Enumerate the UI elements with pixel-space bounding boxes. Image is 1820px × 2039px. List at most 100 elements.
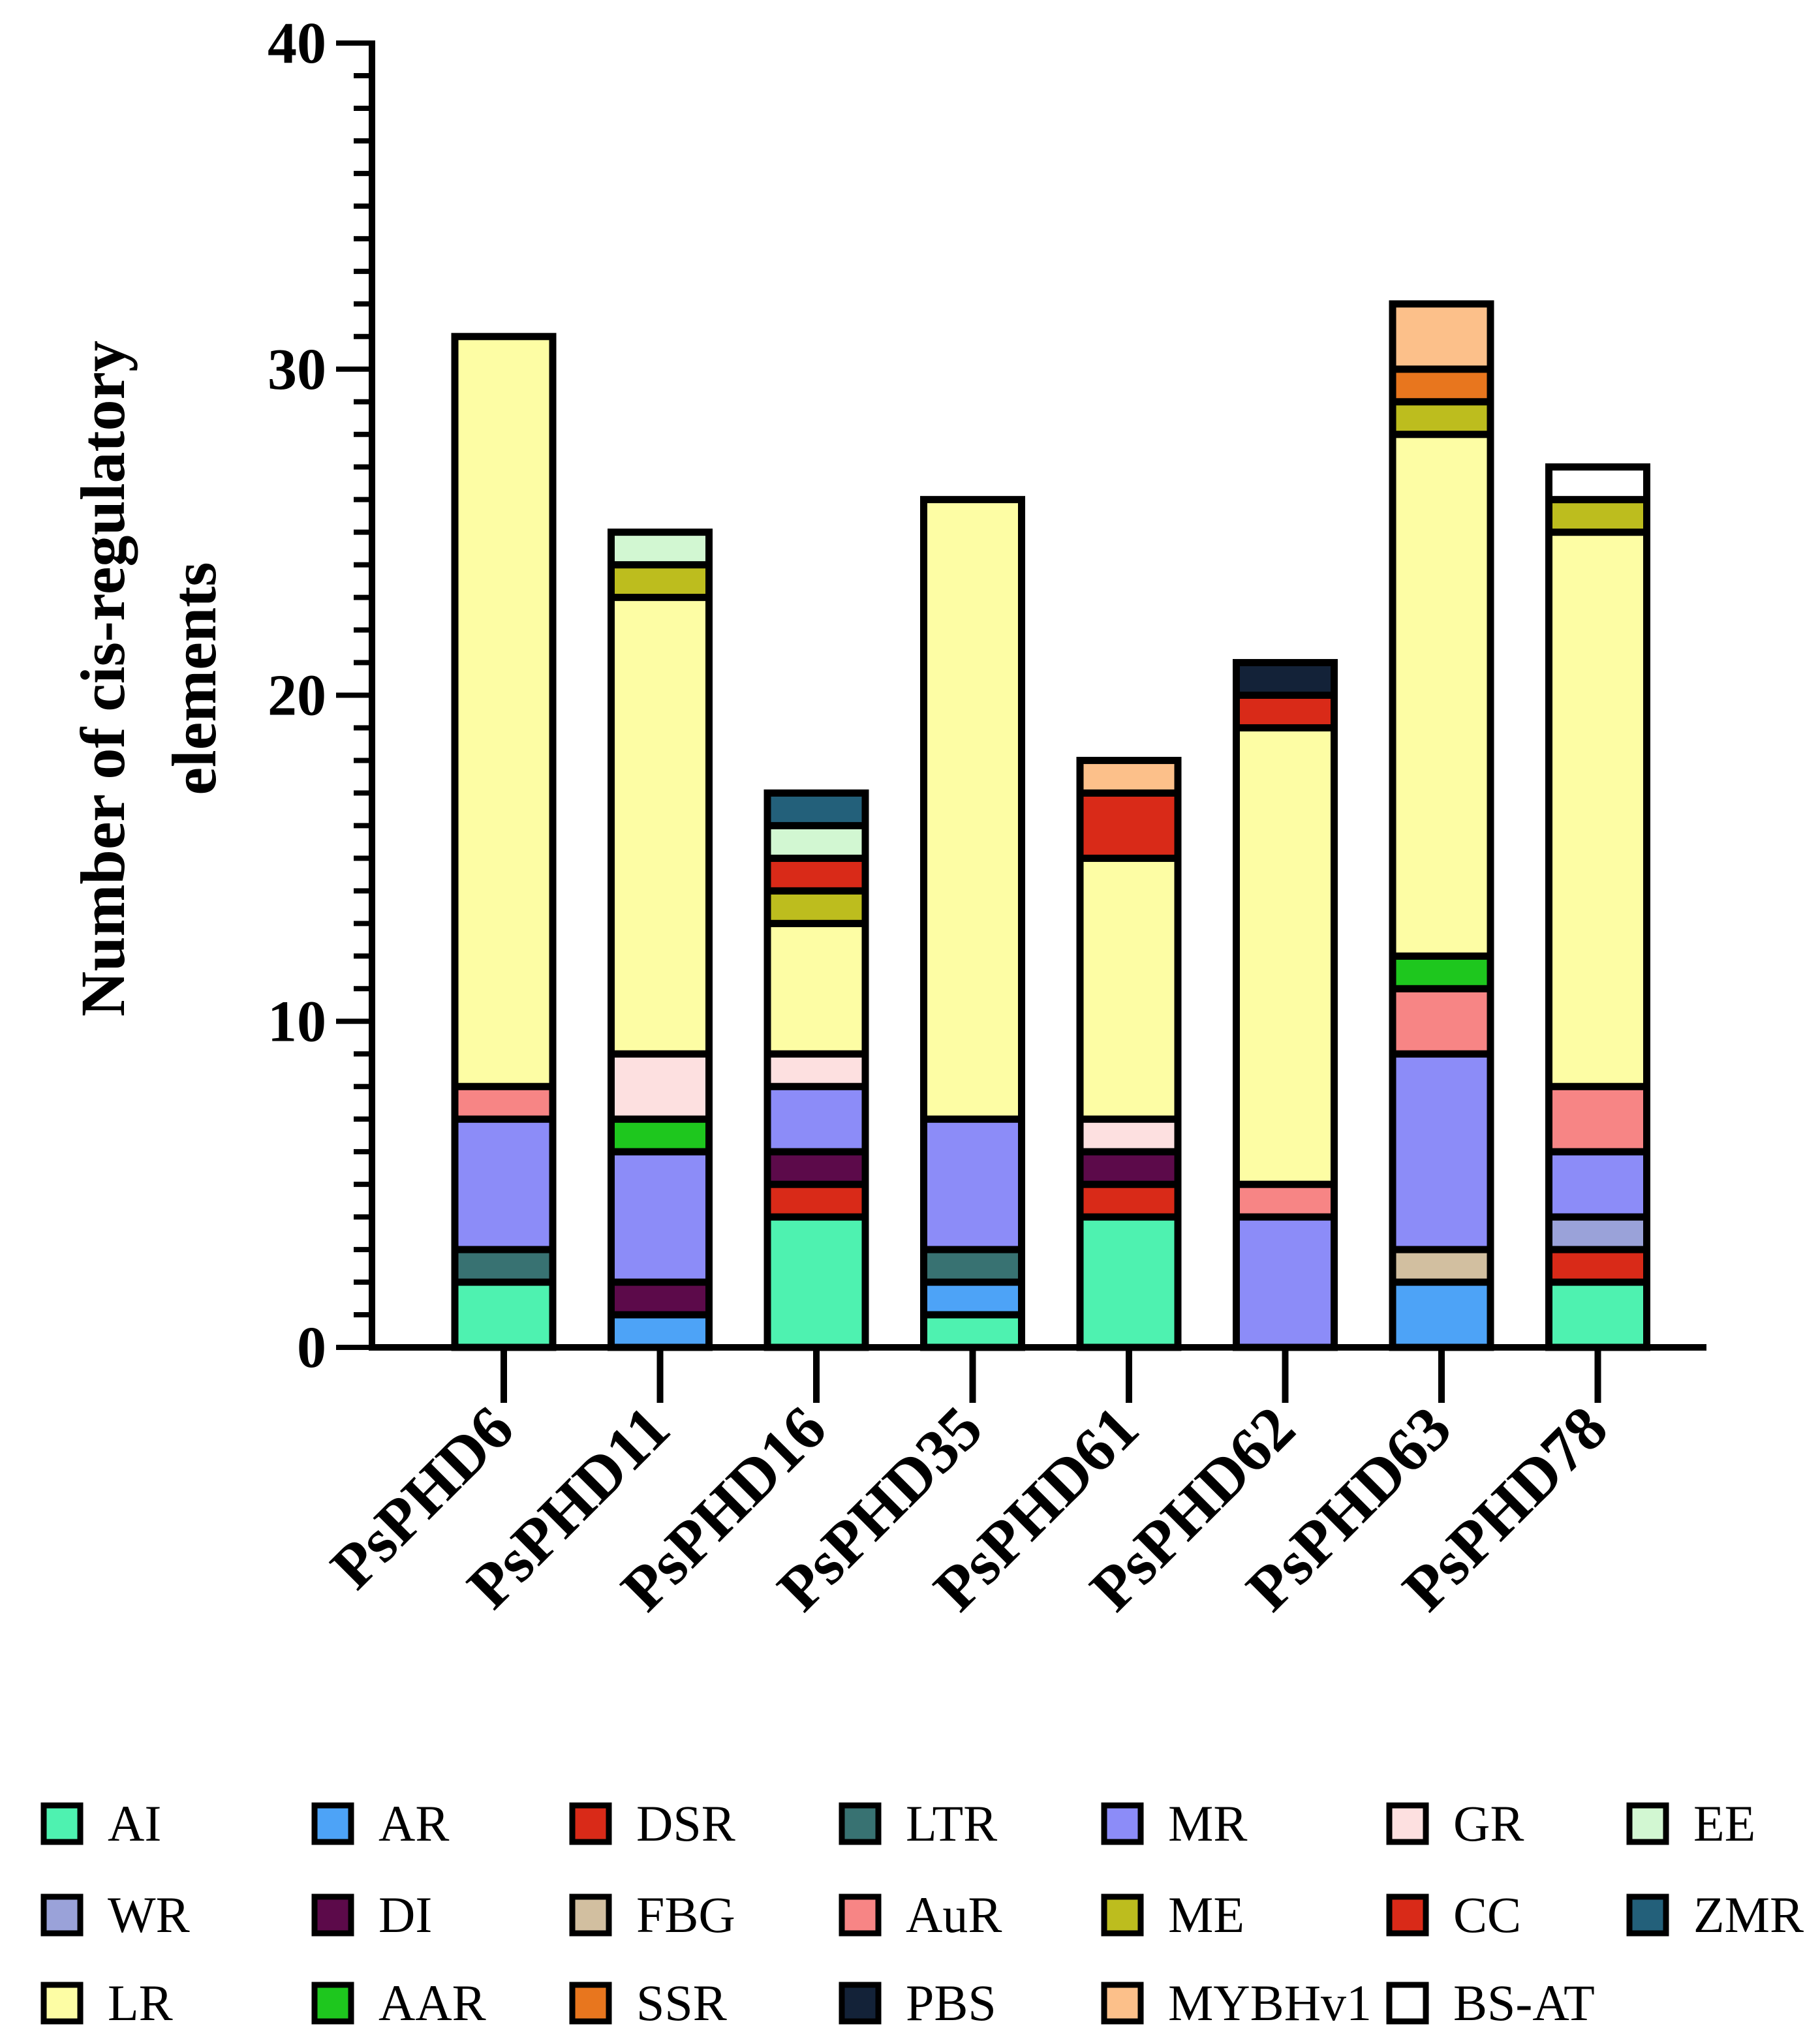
bar-segment-mr [763,1082,869,1156]
bar-segment-zmr [763,789,869,829]
bar-segment-lr [1076,854,1182,1123]
legend-swatch-di [311,1893,354,1937]
bar-segment-aur [451,1082,557,1123]
legend-label-ar: AR [378,1795,449,1852]
bar-segment-ar [920,1278,1025,1319]
bar-segment-cc2 [1233,692,1338,731]
bar-segment-lr [920,496,1025,1123]
legend-swatch-fbg [569,1893,612,1937]
legend-label-ltr: LTR [906,1795,997,1852]
y-tick-label: 20 [268,664,326,728]
bar-segment-ltr [920,1246,1025,1286]
bar-segment-me [1389,398,1494,438]
legend-swatch-ai [40,1802,84,1845]
bar-segment-mr [1545,1148,1650,1221]
legend-swatch-ssr [569,1982,612,2025]
legend-swatch-pbs [839,1982,882,2025]
y-tick-label: 40 [268,11,326,76]
legend-swatch-ee [1626,1802,1669,1845]
legend-label-ai: AI [108,1795,161,1852]
bar-segment-bs-at [1545,463,1650,504]
legend-swatch-bs-at [1386,1982,1429,2025]
bar-segment-lr [608,594,713,1058]
bar-segment-cc2 [763,854,869,895]
bar-segment-mr [1389,1050,1494,1253]
bar-segment-me [763,887,869,927]
legend-label-dsr: DSR [636,1795,735,1852]
bar-segment-cc2 [1076,789,1182,862]
legend-label-ssr: SSR [636,1974,727,2031]
legend-swatch-mr [1101,1802,1144,1845]
legend-swatch-zmr [1626,1893,1669,1937]
y-tick-label: 0 [297,1315,326,1380]
bar-segment-ar [1389,1278,1494,1351]
bar-segment-dsr [1076,1180,1182,1221]
bar-segment-me [608,561,713,602]
legend-swatch-gr [1386,1802,1429,1845]
bar-segment-mr [1233,1213,1338,1351]
y-axis-label-line1: Number of cis-regulatory [68,341,138,1017]
bar-segment-di [763,1148,869,1188]
bar-segment-aar [608,1115,713,1156]
bar-segment-aur [1389,985,1494,1058]
legend-label-fbg: FBG [636,1886,735,1943]
bar-segment-mr [920,1115,1025,1253]
bar-segment-pbs [1233,659,1338,699]
y-tick-label: 30 [268,337,326,402]
legend-label-aur: AuR [906,1886,1002,1943]
legend-label-mybhv1: MYBHv1 [1168,1974,1372,2031]
bar-segment-ee [608,529,713,569]
legend-label-gr: GR [1453,1795,1524,1852]
legend-swatch-lr [40,1982,84,2025]
bar-segment-cc [1545,1246,1650,1286]
legend-swatch-ar [311,1802,354,1845]
legend-label-ee: EE [1693,1795,1755,1852]
bar-segment-aur [1233,1180,1338,1221]
bar-segment-di [608,1278,713,1319]
bar-segment-lr [451,333,557,1090]
bar-segment-ltr [451,1246,557,1286]
legend-label-di: DI [378,1886,432,1943]
bar-segment-aar [1389,952,1494,992]
bar-segment-aur [1545,1082,1650,1156]
bars [451,300,1650,1351]
bar-segment-ai [920,1311,1025,1351]
bar-segment-mybhv1 [1076,756,1182,797]
bar-segment-mr [451,1115,557,1253]
legend-swatch-dsr [569,1802,612,1845]
bar-segment-gr [608,1050,713,1123]
legend-label-me: ME [1168,1886,1244,1943]
legend-swatch-cc [1386,1893,1429,1937]
legend-swatch-wr [40,1893,84,1937]
bar-segment-mr [608,1148,713,1286]
legend-label-mr: MR [1168,1795,1247,1852]
legend-label-wr: WR [108,1886,190,1943]
y-axis: 0 10 20 30 40 [268,11,375,1380]
legend-label-zmr: ZMR [1693,1886,1804,1943]
bar-segment-ssr [1389,365,1494,406]
bar-segment-gr [1076,1115,1182,1156]
bar-segment-mybhv1 [1389,300,1494,373]
bar-segment-me [1545,496,1650,536]
legend-swatch-ltr [839,1802,882,1845]
y-axis-label-line2: elements [159,562,229,795]
bar-segment-lr [1233,724,1338,1188]
legend-label-cc: CC [1453,1886,1521,1943]
legend: AI AR DSR LTR MR GR EE WR DI FBG AuR ME CC ZMR LR AAR SS… [40,1795,1804,2031]
bar-segment-gr [763,1050,869,1090]
bar-segment-lr [1389,431,1494,960]
bar-segment-wr [1545,1213,1650,1253]
legend-swatch-aar [311,1982,354,2025]
legend-label-bs-at: BS-AT [1453,1974,1595,2031]
bar-segment-ai [763,1213,869,1351]
x-axis: PsPHD6PsPHD11PsPHD16PsPHD35PsPHD61PsPHD6… [317,1344,1706,1624]
bar-segment-lr [763,919,869,1058]
bar-segment-ai [1545,1278,1650,1351]
bar-segment-dsr [763,1180,869,1221]
bar-segment-lr [1545,529,1650,1090]
legend-swatch-mybhv1 [1101,1982,1144,2025]
legend-swatch-aur [839,1893,882,1937]
bar-segment-ar [608,1311,713,1351]
legend-label-pbs: PBS [906,1974,996,2031]
